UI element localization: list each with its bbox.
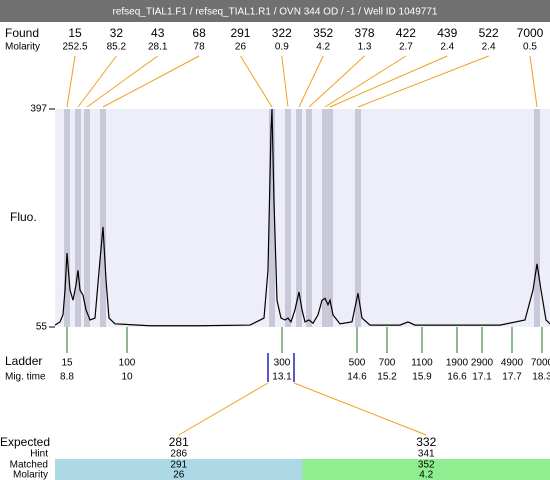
found-band	[327, 109, 333, 327]
y-tick-label: 55	[36, 322, 48, 333]
ladder-size: 500	[349, 358, 366, 369]
found-molarity: 0.5	[523, 42, 537, 53]
expected-connector	[293, 382, 427, 436]
found-band	[322, 109, 328, 327]
ladder-time: 18.3	[532, 372, 550, 383]
found-band	[84, 109, 90, 327]
found-connector	[329, 55, 448, 108]
y-tick-label: 397	[30, 104, 47, 115]
ladder-label: Ladder	[5, 354, 42, 368]
expected-label: Expected	[0, 435, 50, 449]
found-band	[296, 109, 302, 327]
found-size: 378	[355, 26, 375, 40]
found-band	[100, 109, 106, 327]
found-size: 291	[230, 26, 250, 40]
ladder-time: 17.7	[502, 372, 522, 383]
ladder-time: 13.1	[272, 372, 292, 383]
ladder-size: 1900	[446, 358, 469, 369]
found-molarity: 252.5	[62, 42, 87, 53]
found-size: 7000	[517, 26, 544, 40]
expected-size: 281	[169, 435, 189, 449]
found-label: Found	[5, 26, 39, 40]
found-molarity: 1.3	[358, 42, 372, 53]
trace	[54, 108, 550, 327]
found-size: 522	[479, 26, 499, 40]
ladder-size: 2900	[471, 358, 494, 369]
found-size: 68	[192, 26, 206, 40]
found-band	[534, 109, 540, 327]
ladder-size: 4900	[501, 358, 524, 369]
ladder-time: 16.6	[447, 372, 467, 383]
hint-label: Hint	[30, 449, 48, 460]
found-connector	[86, 55, 159, 108]
found-band	[269, 109, 275, 327]
matched-band	[55, 459, 303, 480]
found-molarity: 2.7	[399, 42, 413, 53]
found-molarity: 78	[194, 42, 206, 53]
ladder-time: 10	[121, 372, 133, 383]
hint-size: 286	[170, 449, 187, 460]
found-size: 352	[313, 26, 333, 40]
molarity-label: Molarity	[5, 42, 40, 53]
found-connector	[308, 55, 365, 108]
hint-size: 341	[418, 449, 435, 460]
matched-molarity: 4.2	[419, 470, 433, 480]
expected-connector	[178, 382, 269, 436]
found-molarity: 4.2	[316, 42, 330, 53]
found-connector	[66, 55, 76, 108]
found-band	[355, 109, 361, 327]
ladder-time: 15.2	[377, 372, 397, 383]
found-band	[64, 109, 70, 327]
ladder-size: 300	[274, 358, 291, 369]
found-band	[285, 109, 291, 327]
y-axis-label: Fluo.	[10, 210, 37, 224]
found-molarity: 28.1	[148, 42, 168, 53]
found-molarity: 26	[235, 42, 247, 53]
expected-size: 332	[416, 435, 436, 449]
found-band	[306, 109, 312, 327]
ladder-size: 1100	[411, 358, 433, 369]
found-connector	[240, 55, 273, 108]
found-size: 15	[68, 26, 82, 40]
found-connector	[529, 55, 538, 108]
ladder-time: 8.8	[60, 372, 74, 383]
ladder-size: 100	[119, 358, 136, 369]
matched-size: 291	[170, 460, 187, 471]
found-connector	[324, 55, 407, 108]
found-size: 422	[396, 26, 416, 40]
matched-size: 352	[418, 460, 435, 471]
mig-time-label: Mig. time	[5, 372, 46, 383]
molarity-row-label: Molarity	[13, 470, 48, 480]
plot-area	[55, 109, 550, 327]
found-connector	[357, 55, 489, 108]
ladder-time: 15.9	[412, 372, 432, 383]
ladder-time: 14.6	[347, 372, 367, 383]
ladder-size: 700	[379, 358, 396, 369]
matched-label: Matched	[10, 460, 48, 471]
found-molarity: 0.9	[275, 42, 289, 53]
matched-molarity: 26	[173, 470, 185, 480]
found-size: 439	[437, 26, 457, 40]
ladder-size: 7000	[531, 358, 550, 369]
found-connector	[102, 55, 200, 108]
found-size: 322	[272, 26, 292, 40]
found-connector	[281, 55, 289, 108]
found-molarity: 2.4	[482, 42, 496, 53]
found-molarity: 2.4	[440, 42, 454, 53]
found-size: 32	[110, 26, 124, 40]
ladder-size: 15	[61, 358, 73, 369]
found-band	[75, 109, 81, 327]
found-connector	[77, 55, 117, 108]
found-molarity: 85.2	[107, 42, 127, 53]
ladder-time: 17.1	[472, 372, 492, 383]
title: refseq_TIAL1.F1 / refseq_TIAL1.R1 / OVN …	[113, 7, 438, 18]
title-bar	[0, 0, 550, 22]
found-size: 43	[151, 26, 165, 40]
found-connector	[298, 55, 324, 108]
matched-band	[302, 459, 550, 480]
